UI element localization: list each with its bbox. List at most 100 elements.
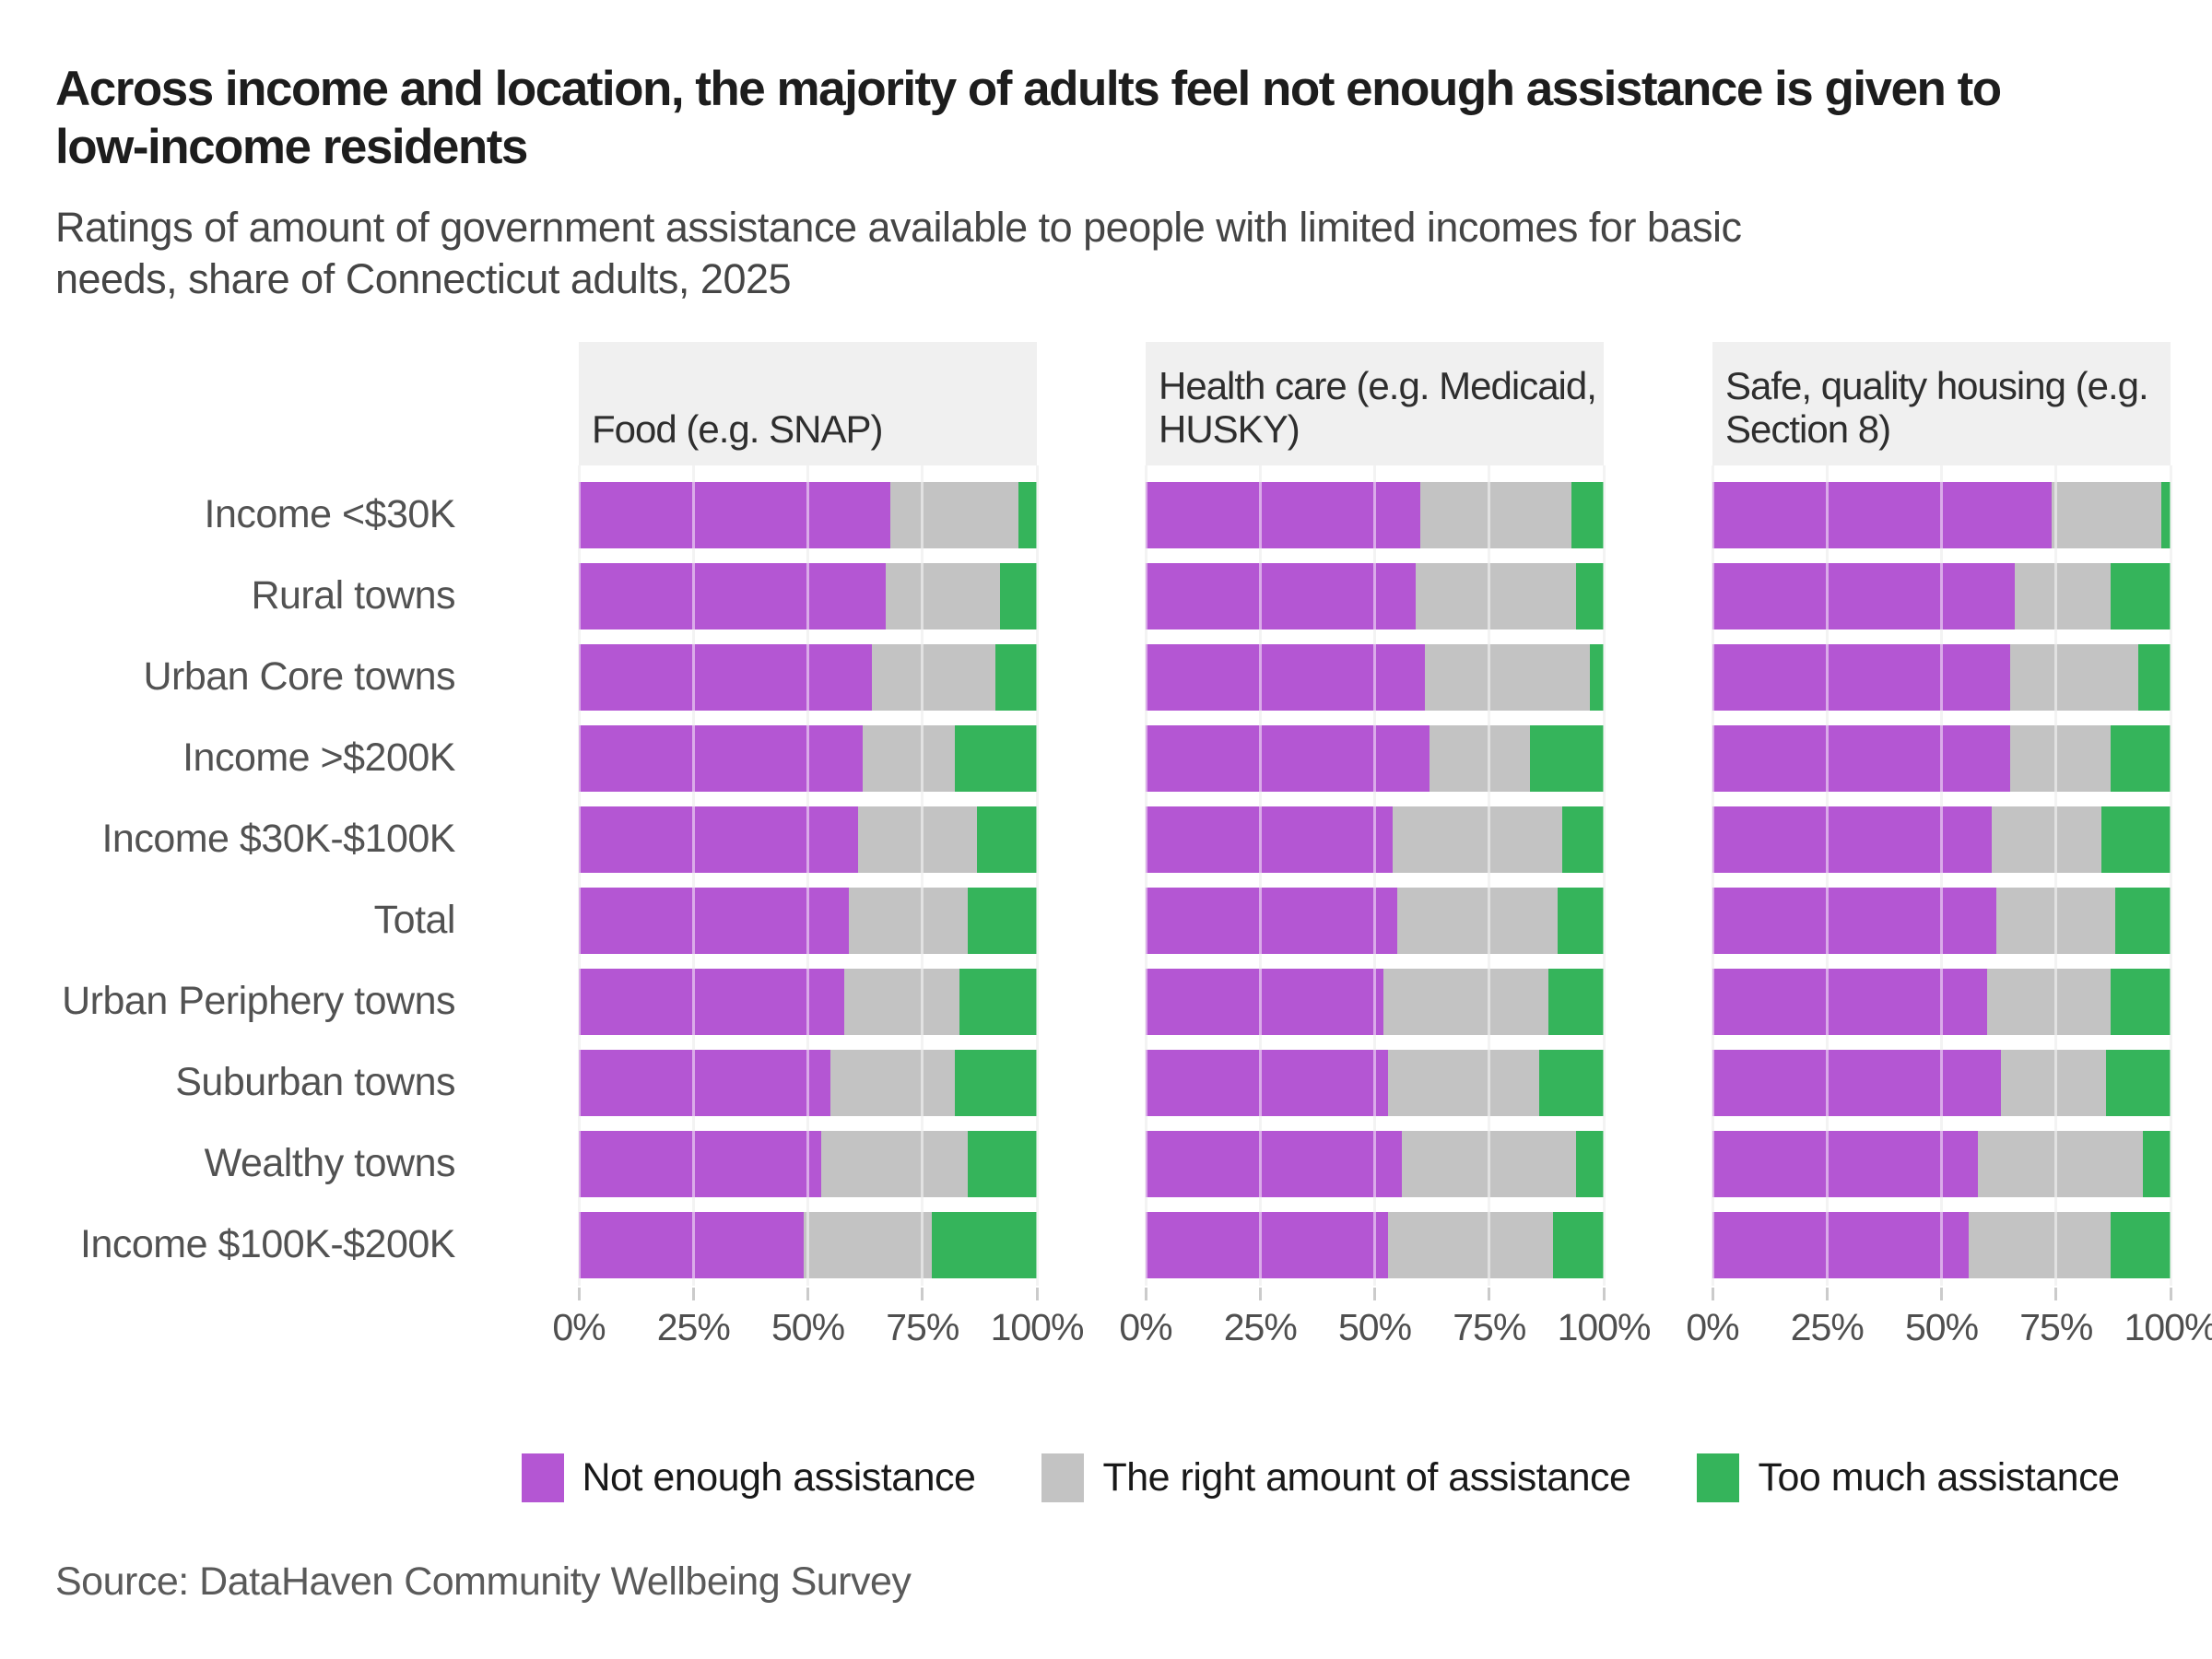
bar-segment-too-much: [2143, 1130, 2171, 1197]
legend-label: Too much assistance: [1758, 1454, 2120, 1500]
bar-segment-not-enough: [1712, 562, 2016, 629]
legend-item: The right amount of assistance: [1041, 1453, 1631, 1502]
axis-tick-label: 0%: [1686, 1305, 1739, 1348]
x-axis-healthcare: 0% 25% 50% 75% 100%: [1119, 1286, 1651, 1359]
stacked-bar: [1712, 481, 2171, 548]
bar-row: [1712, 718, 2171, 799]
axis-tick-mark: [1144, 1287, 1147, 1300]
bar-segment-too-much: [1562, 806, 1604, 873]
bar-segment-right-amount: [872, 643, 996, 711]
stacked-bar: [1146, 887, 1604, 954]
bar-row: [1146, 1124, 1604, 1205]
bar-segment-not-enough: [1146, 968, 1384, 1035]
axis-tick-mark: [691, 1287, 695, 1300]
category-label: Income >$200K: [182, 735, 455, 781]
stacked-bar: [1712, 1130, 2171, 1197]
stacked-bar: [1146, 1130, 1604, 1197]
bar-segment-not-enough: [1712, 887, 1997, 954]
axis-tick-label: 50%: [771, 1305, 845, 1348]
bar-row: [579, 556, 1037, 637]
bar-segment-not-enough: [1146, 562, 1417, 629]
stacked-bar: [1712, 643, 2171, 711]
category-label: Wealthy towns: [204, 1141, 456, 1186]
bar-segment-right-amount: [1420, 481, 1572, 548]
bar-segment-too-much: [2111, 968, 2171, 1035]
gridline-overlay: [1602, 465, 1606, 1286]
stacked-bar: [579, 643, 1037, 711]
x-axis-housing: 0% 25% 50% 75% 100%: [1686, 1286, 2212, 1359]
stacked-bar: [579, 1130, 1037, 1197]
axis-tick-mark: [1373, 1287, 1376, 1300]
bar-segment-right-amount: [2010, 724, 2112, 792]
legend-item: Too much assistance: [1697, 1453, 2120, 1502]
bar-segment-not-enough: [579, 481, 890, 548]
bar-segment-right-amount: [858, 806, 978, 873]
axis-tick-label: 100%: [1557, 1305, 1652, 1348]
panel-plot-housing: [1711, 465, 2172, 1286]
bar-segment-right-amount: [1416, 562, 1577, 629]
bar-segment-too-much: [2111, 1211, 2171, 1278]
bar-row: [579, 475, 1037, 556]
gridline-overlay: [806, 465, 809, 1286]
stacked-bar: [1712, 724, 2171, 792]
axis-tick-mark: [1940, 1287, 1943, 1300]
category-label: Urban Core towns: [143, 654, 455, 700]
bar-row: [1712, 1124, 2171, 1205]
bar-segment-too-much: [1530, 724, 1604, 792]
bar-segment-too-much: [1590, 643, 1604, 711]
bar-segment-too-much: [954, 1049, 1037, 1116]
category-label: Suburban towns: [175, 1060, 455, 1105]
bar-row: [1712, 1042, 2171, 1124]
bar-row: [579, 1042, 1037, 1124]
stacked-bar: [1712, 887, 2171, 954]
bar-segment-too-much: [2138, 643, 2171, 711]
stacked-bar: [579, 887, 1037, 954]
bar-segment-right-amount: [1397, 887, 1559, 954]
bar-row: [1712, 1205, 2171, 1286]
legend-swatch: [1041, 1453, 1085, 1502]
panel-title-line: Food (e.g. SNAP): [592, 406, 883, 451]
bar-segment-right-amount: [2051, 481, 2162, 548]
bar-segment-too-much: [2106, 1049, 2171, 1116]
axis-tick-label: 50%: [1904, 1305, 1979, 1348]
bar-segment-too-much: [977, 806, 1037, 873]
bar-segment-right-amount: [1383, 968, 1549, 1035]
stacked-bar: [1712, 562, 2171, 629]
bar-segment-too-much: [1576, 562, 1604, 629]
bar-segment-not-enough: [1712, 1130, 1979, 1197]
bar-segment-too-much: [1576, 1130, 1604, 1197]
gridline-overlay: [2054, 465, 2058, 1286]
bar-segment-too-much: [1000, 562, 1037, 629]
category-label: Rural towns: [251, 573, 455, 618]
axis-tick-label: 75%: [886, 1305, 959, 1348]
bar-segment-not-enough: [579, 968, 845, 1035]
bar-segment-right-amount: [844, 968, 959, 1035]
bar-row: [1146, 880, 1604, 961]
bar-segment-too-much: [1548, 968, 1604, 1035]
bar-segment-not-enough: [1146, 1130, 1403, 1197]
bar-row: [1146, 961, 1604, 1042]
chart-title-line-2: low-income residents: [55, 119, 528, 174]
chart-subtitle-line-2: needs, share of Connecticut adults, 2025: [55, 254, 792, 302]
stacked-bar: [1146, 968, 1604, 1035]
source-note: Source: DataHaven Community Wellbeing Su…: [55, 1559, 912, 1604]
bar-row: [1712, 799, 2171, 880]
axis-tick-mark: [2054, 1287, 2058, 1300]
chart-title: Across income and location, the majority…: [55, 61, 2171, 176]
stacked-bar: [579, 724, 1037, 792]
gridline-overlay: [921, 465, 924, 1286]
category-labels: Income <$30K Rural towns Urban Core towns I…: [55, 465, 470, 1286]
axis-tick-mark: [1602, 1287, 1606, 1300]
stacked-bar: [1712, 806, 2171, 873]
axis-tick-label: 25%: [656, 1305, 731, 1348]
chart-title-line-1: Across income and location, the majority…: [55, 62, 2002, 116]
gridline-overlay: [2169, 465, 2172, 1286]
bar-segment-not-enough: [579, 1130, 822, 1197]
bar-segment-too-much: [1571, 481, 1604, 548]
bar-segment-right-amount: [1978, 1130, 2144, 1197]
stacked-bar: [579, 968, 1037, 1035]
axis-tick-label: 100%: [990, 1305, 1085, 1348]
chart-subtitle-line-1: Ratings of amount of government assistan…: [55, 204, 1742, 252]
legend-item: Not enough assistance: [521, 1453, 976, 1502]
bar-row: [1712, 637, 2171, 718]
